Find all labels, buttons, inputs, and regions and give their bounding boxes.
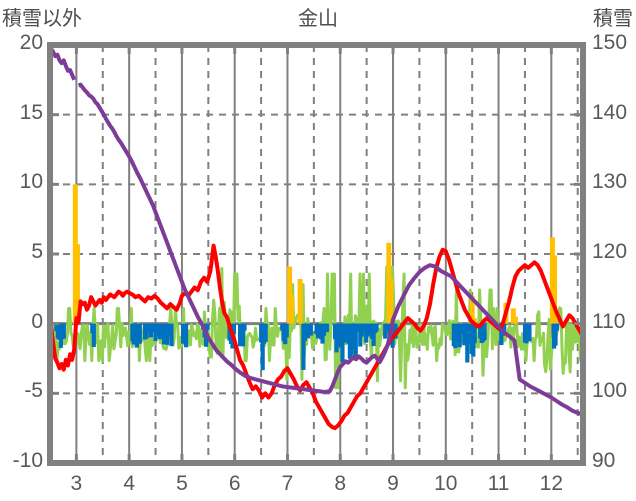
- blue-bar: [374, 323, 379, 332]
- x-axis-tick-label: 6: [228, 472, 241, 495]
- x-axis-tick-label: 4: [123, 472, 135, 495]
- blue-bar: [231, 323, 237, 334]
- blue-bar: [91, 323, 96, 347]
- blue-bar: [180, 323, 186, 344]
- orange-bar: [388, 279, 394, 324]
- purple-series-line: [50, 47, 583, 417]
- blue-bar: [457, 323, 462, 348]
- blue-bar: [183, 323, 189, 348]
- y-axis-left-tick-label: 0: [31, 309, 43, 333]
- x-axis-tick-label: 5: [176, 472, 188, 495]
- y-axis-left-tick-label: 15: [19, 100, 43, 124]
- blue-bar: [301, 323, 306, 370]
- red-series-line: [50, 243, 583, 431]
- blue-bar: [242, 323, 247, 331]
- orange-bar: [297, 279, 303, 324]
- blue-bar: [157, 323, 162, 340]
- right-axis-title: 積雪: [593, 8, 633, 30]
- blue-bar: [527, 323, 532, 342]
- orange-bar: [74, 244, 80, 324]
- blue-bar: [459, 323, 464, 335]
- left-axis-title: 積雪以外: [2, 8, 82, 30]
- x-axis-tick-label: 7: [281, 472, 294, 495]
- x-axis-tick-label: 11: [487, 472, 510, 495]
- y-axis-right-tick-label: 100: [592, 379, 628, 403]
- blue-bar: [137, 323, 142, 344]
- y-axis-right-tick-label: 130: [592, 170, 628, 194]
- y-axis-right-tick-label: 120: [592, 240, 628, 263]
- blue-bar: [371, 323, 376, 347]
- blue-bar: [553, 323, 558, 346]
- orange-bar: [552, 255, 557, 324]
- x-axis-tick-label: 10: [434, 472, 458, 495]
- plot-frame: [47, 42, 586, 466]
- blue-bar: [524, 323, 529, 344]
- blue-bar: [308, 323, 313, 336]
- blue-bar: [353, 323, 358, 359]
- y-axis-left-tick-label: 5: [31, 240, 43, 263]
- blue-bar: [240, 323, 246, 347]
- blue-bar: [340, 323, 345, 363]
- x-axis-tick-label: 9: [387, 472, 399, 495]
- blue-bar: [502, 323, 507, 331]
- blue-bar: [465, 323, 470, 363]
- series-layer: [50, 47, 583, 431]
- blue-bar: [148, 323, 154, 338]
- y-axis-left-tick-label: -10: [12, 449, 43, 472]
- blue-bar: [205, 323, 210, 330]
- blue-bar: [482, 323, 487, 341]
- y-axis-right-tick-label: 140: [592, 100, 628, 124]
- blue-bar: [169, 323, 174, 347]
- blue-bar: [305, 323, 310, 339]
- blue-bar: [61, 323, 66, 339]
- blue-bar: [144, 323, 149, 339]
- blue-bar: [472, 323, 477, 344]
- blue-bar: [260, 323, 265, 371]
- orange-bar: [289, 294, 295, 324]
- blue-bar: [134, 323, 139, 348]
- orange-bar: [510, 308, 516, 324]
- chart-title: 金山: [298, 8, 338, 30]
- x-axis-tick-label: 12: [539, 472, 563, 495]
- blue-bar: [263, 323, 268, 343]
- y-axis-right-tick-label: 110: [592, 309, 626, 333]
- blue-bar: [554, 323, 560, 331]
- orange-bar: [512, 316, 518, 324]
- y-axis-left-tick-label: -5: [24, 379, 43, 403]
- y-axis-right-tick-label: 90: [592, 449, 616, 472]
- orange-bar: [469, 295, 475, 324]
- x-axis-tick-label: 8: [334, 472, 347, 495]
- blue-bar: [324, 323, 330, 333]
- y-axis-right-tick-label: 150: [592, 31, 628, 54]
- blue-bar: [284, 323, 289, 338]
- blue-bar: [302, 323, 307, 341]
- x-axis-tick-label: 3: [70, 472, 83, 495]
- y-axis-left-tick-label: 20: [19, 31, 43, 54]
- y-axis-left-tick-label: 10: [19, 170, 43, 194]
- orange-bar: [471, 318, 477, 324]
